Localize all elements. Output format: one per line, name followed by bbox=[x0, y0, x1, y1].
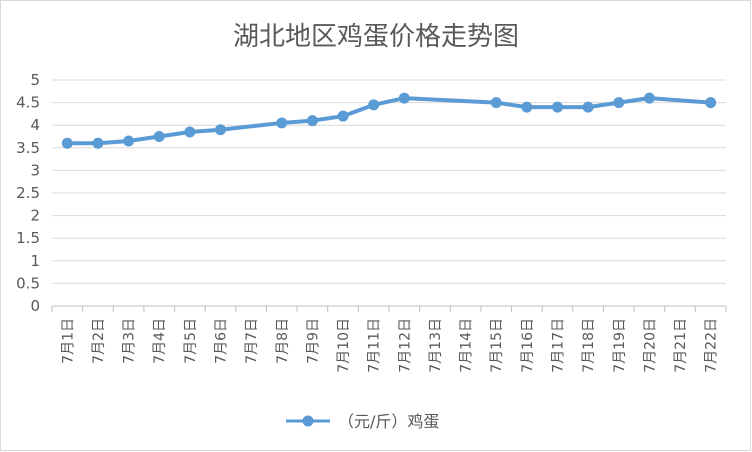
y-tick-label: 4.5 bbox=[16, 94, 40, 112]
x-tick-label: 7月3日 bbox=[122, 318, 138, 364]
data-point bbox=[337, 110, 349, 122]
data-point bbox=[552, 101, 563, 113]
data-point bbox=[92, 137, 104, 149]
data-point bbox=[643, 92, 655, 104]
data-point bbox=[215, 124, 226, 136]
x-tick-label: 7月8日 bbox=[275, 318, 291, 364]
y-tick-label: 4 bbox=[30, 116, 40, 134]
x-axis-labels: 7月1日 7月2日 7月3日 7月4日 7月5日 7月6日 7月7日 7月8日 7月9日 7月10… bbox=[60, 318, 719, 373]
y-tick-label: 2 bbox=[30, 207, 40, 225]
x-tick-label: 7月9日 bbox=[305, 318, 321, 364]
x-tick-label: 7月7日 bbox=[244, 318, 260, 364]
y-tick-label: 5 bbox=[30, 71, 40, 89]
data-point bbox=[123, 135, 135, 147]
grid-lines bbox=[52, 79, 726, 284]
x-tick-label: 7月2日 bbox=[91, 318, 107, 364]
x-tick-label: 7月10日 bbox=[336, 318, 352, 373]
x-tick-label: 7月4日 bbox=[152, 318, 168, 364]
data-point bbox=[613, 97, 625, 109]
data-point bbox=[368, 99, 380, 111]
data-point bbox=[490, 97, 502, 109]
y-tick-label: 1 bbox=[30, 252, 40, 270]
x-tick-label: 7月15日 bbox=[489, 318, 505, 373]
y-tick-label: 0 bbox=[30, 297, 40, 315]
x-tick-label: 7月20日 bbox=[642, 318, 658, 373]
x-tick-label: 7月5日 bbox=[183, 318, 199, 364]
y-tick-label: 1.5 bbox=[16, 229, 40, 247]
data-point bbox=[398, 92, 410, 104]
y-tick-label: 2.5 bbox=[16, 184, 40, 202]
legend: （元/斤）鸡蛋 bbox=[286, 412, 439, 431]
series-line bbox=[61, 92, 717, 149]
data-point bbox=[705, 97, 717, 109]
x-tick-label: 7月17日 bbox=[551, 318, 567, 373]
x-tick-label: 7月11日 bbox=[367, 318, 383, 373]
x-tick-label: 7月13日 bbox=[428, 318, 444, 373]
x-axis bbox=[51, 305, 727, 312]
x-tick-label: 7月1日 bbox=[60, 318, 76, 364]
data-point bbox=[306, 115, 318, 127]
y-tick-label: 0.5 bbox=[16, 274, 40, 292]
x-tick-label: 7月14日 bbox=[459, 318, 475, 373]
data-point bbox=[153, 131, 165, 142]
data-point bbox=[582, 101, 594, 113]
x-tick-label: 7月6日 bbox=[214, 318, 230, 364]
data-point bbox=[276, 117, 288, 129]
x-tick-label: 7月22日 bbox=[704, 318, 720, 373]
x-tick-label: 7月12日 bbox=[397, 318, 413, 373]
data-point bbox=[521, 101, 533, 113]
x-tick-label: 7月21日 bbox=[673, 318, 689, 373]
legend-label: （元/斤）鸡蛋 bbox=[338, 412, 439, 431]
legend-point-marker bbox=[302, 415, 314, 427]
y-tick-label: 3.5 bbox=[16, 139, 40, 157]
data-point bbox=[184, 126, 196, 138]
x-tick-label: 7月19日 bbox=[612, 318, 628, 373]
x-tick-label: 7月18日 bbox=[581, 318, 597, 373]
x-tick-label: 7月16日 bbox=[520, 318, 536, 373]
y-tick-label: 3 bbox=[30, 161, 40, 179]
data-point bbox=[61, 137, 73, 149]
chart-title: 湖北地区鸡蛋价格走势图 bbox=[233, 22, 519, 52]
y-axis-labels: 0 0.5 1 1.5 2 2.5 3 3.5 4 4.5 5 bbox=[16, 71, 40, 315]
